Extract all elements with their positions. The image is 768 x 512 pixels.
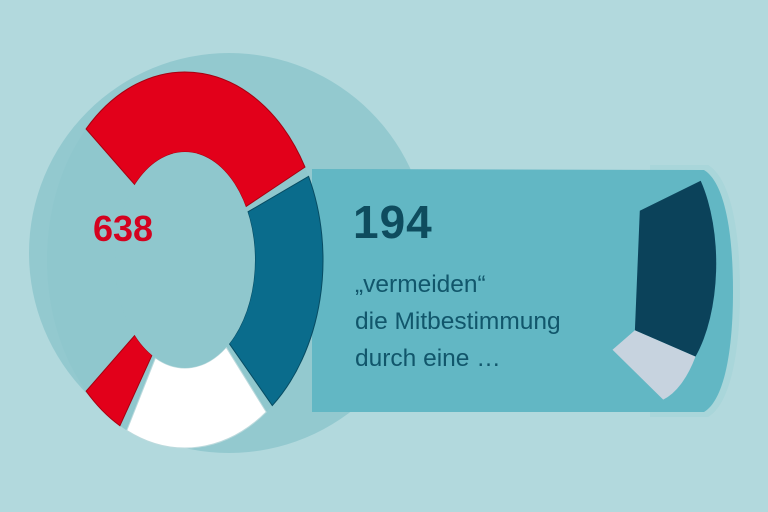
svg-text:638: 638 bbox=[93, 208, 153, 249]
